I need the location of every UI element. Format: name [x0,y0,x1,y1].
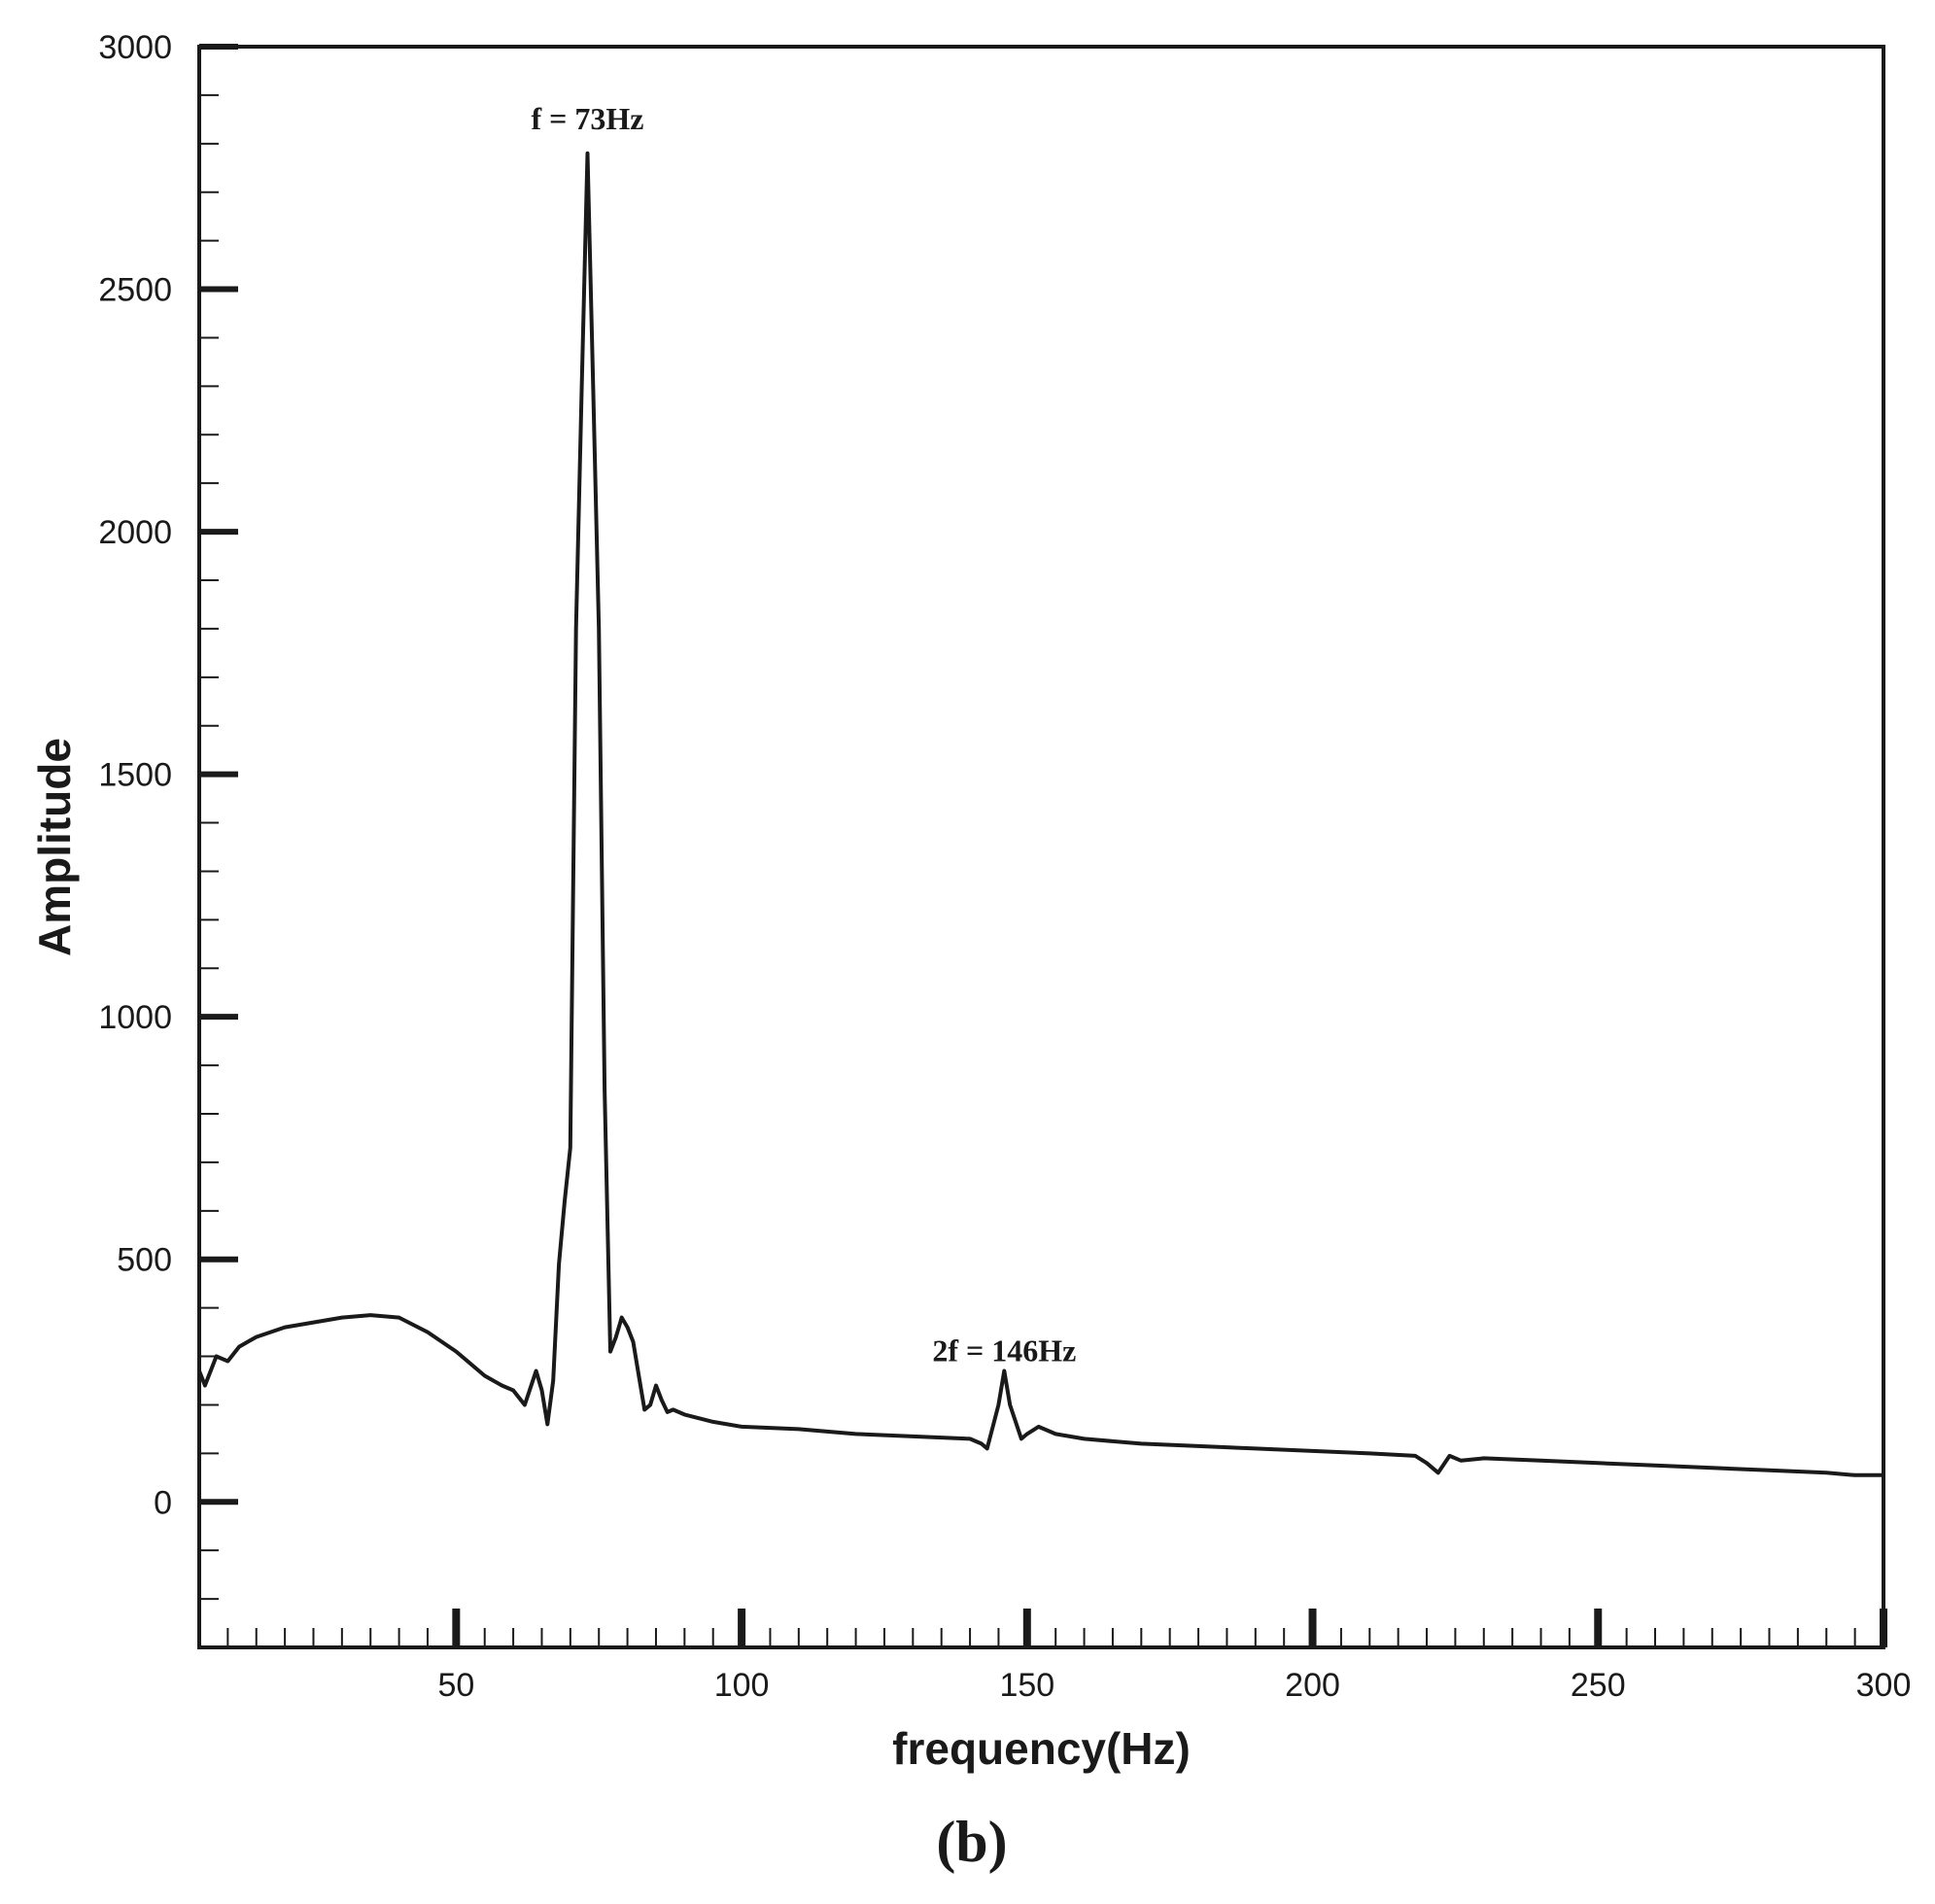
y-tick-label: 1500 [98,757,172,794]
x-tick-label: 200 [1285,1667,1340,1704]
plot-frame [197,45,1885,1649]
x-tick-label: 150 [999,1667,1054,1704]
annotations: f = 73Hz 2f = 146Hz [531,101,1076,1368]
peak-annotation: f = 73Hz [531,101,643,136]
y-tick-label: 500 [117,1242,172,1279]
y-tick-labels: 0 500 1000 1500 2000 2500 3000 [98,29,172,1521]
peak-annotation: 2f = 146Hz [932,1333,1076,1368]
y-tick-label: 2500 [98,272,172,309]
y-tick-label: 1000 [98,999,172,1036]
x-axis-title: frequency(Hz) [892,1723,1191,1774]
y-tick-label: 2000 [98,514,172,551]
panel-label: (b) [936,1810,1007,1874]
y-axis-title: Amplitude [29,738,80,956]
amplitude-series-line [197,151,1885,1477]
x-tick-labels: 50 100 150 200 250 300 [437,1667,1911,1704]
x-tick-label: 250 [1571,1667,1626,1704]
minor-ticks [198,93,1856,1648]
y-tick-label: 3000 [98,29,172,66]
x-tick-label: 100 [714,1667,770,1704]
y-tick-label: 0 [154,1484,172,1521]
x-tick-label: 300 [1856,1667,1912,1704]
x-tick-label: 50 [437,1667,474,1704]
